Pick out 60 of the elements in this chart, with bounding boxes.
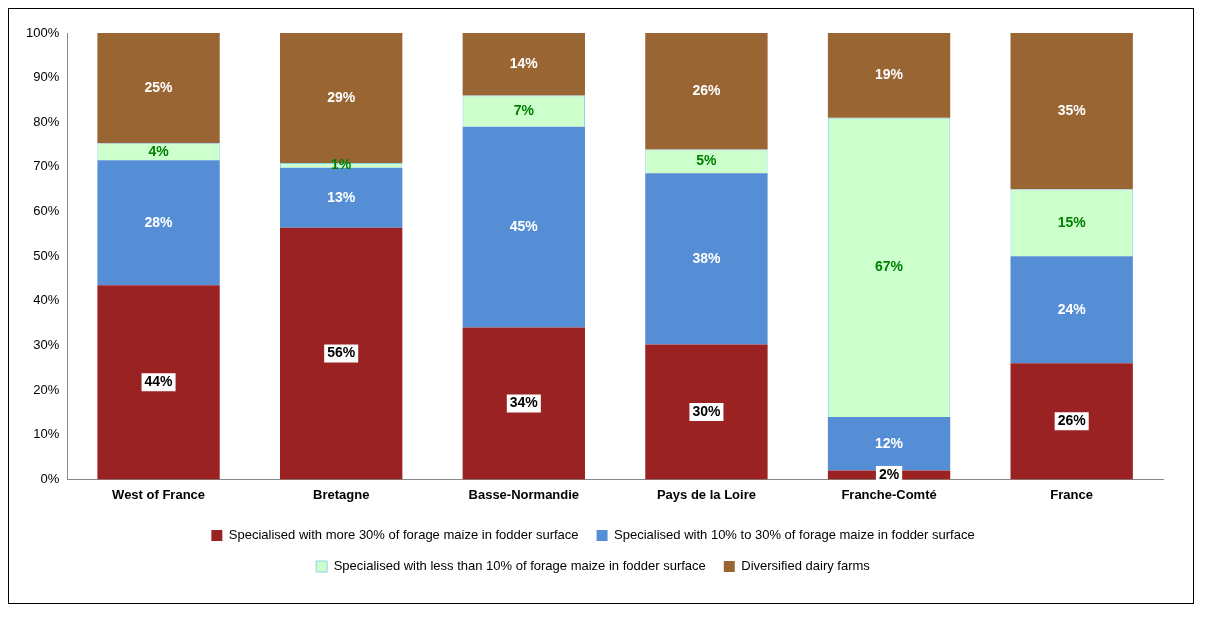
data-label: 28% — [144, 213, 174, 230]
y-tick-label: 10% — [33, 426, 60, 442]
bar — [827, 33, 951, 118]
data-label: 15% — [1057, 213, 1087, 230]
x-tick-label: West of France — [112, 486, 206, 502]
bar — [1010, 363, 1133, 480]
data-label: 5% — [696, 152, 718, 169]
y-tick-label: 20% — [33, 381, 60, 397]
y-tick-label: 90% — [33, 69, 60, 85]
y-tick-label: 30% — [33, 337, 60, 353]
x-tick-label: Basse-Normandie — [468, 486, 580, 502]
data-label: 24% — [1057, 300, 1087, 317]
bar — [645, 173, 768, 345]
legend-label: Specialised with more 30% of forage maize in fodder surface — [228, 527, 579, 543]
y-tick-label: 0% — [40, 470, 60, 486]
y-tick-label: 50% — [33, 247, 60, 263]
data-label: 4% — [148, 142, 170, 159]
x-tick-label: Pays de la Loire — [656, 486, 756, 502]
bar — [97, 33, 220, 144]
legend-label: Diversified dairy farms — [741, 558, 871, 574]
data-label: 26% — [1057, 412, 1087, 429]
data-label: 13% — [327, 188, 356, 205]
bar — [462, 33, 585, 96]
data-label: 38% — [692, 249, 721, 266]
data-label: 19% — [875, 66, 904, 83]
data-label: 67% — [875, 258, 904, 275]
bar — [280, 167, 403, 228]
bar — [827, 416, 951, 471]
data-label: 25% — [144, 78, 174, 95]
y-tick-label: 40% — [33, 292, 60, 308]
data-label: 30% — [692, 402, 721, 419]
data-label: 34% — [509, 394, 539, 411]
bar — [645, 33, 768, 150]
bar — [645, 344, 768, 480]
bar — [462, 126, 585, 328]
data-label: 45% — [509, 218, 539, 235]
y-tick-label: 70% — [33, 158, 60, 174]
data-label: 56% — [327, 344, 356, 361]
x-tick-label: Franche-Comté — [841, 486, 937, 502]
y-tick-label: 80% — [33, 113, 60, 129]
legend-label: Specialised with less than 10% of forage maize in fodder surface — [333, 558, 706, 574]
bar — [280, 227, 403, 480]
bar — [97, 160, 220, 286]
legend-label: Specialised with 10% to 30% of forage maize in fodder surface — [614, 527, 975, 543]
bar — [462, 327, 585, 480]
data-label: 29% — [327, 88, 356, 105]
data-label: 26% — [692, 82, 721, 99]
y-tick-label: 60% — [33, 203, 60, 219]
data-label: 44% — [144, 373, 174, 390]
bar — [1010, 256, 1133, 364]
bar — [1010, 33, 1133, 190]
data-label: 35% — [1057, 101, 1087, 118]
data-label: 2% — [878, 465, 900, 482]
data-label: 7% — [513, 101, 535, 118]
x-tick-label: France — [1050, 486, 1094, 502]
data-label: 14% — [509, 55, 539, 72]
bar — [97, 285, 220, 480]
x-tick-label: Bretagne — [313, 486, 370, 502]
data-label: 12% — [875, 434, 904, 451]
y-tick-label: 100% — [26, 24, 60, 40]
